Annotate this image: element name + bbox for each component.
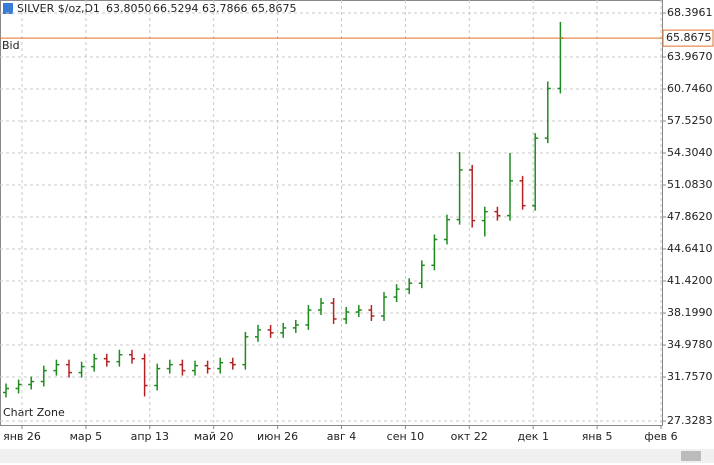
x-tick-label: авг 4 [327,430,357,443]
y-tick-label: 63.9670 [667,50,713,63]
y-tick-label: 54.3040 [667,146,713,159]
bid-value: 65.8675 [666,31,712,44]
x-tick-label: янв 26 [3,430,41,443]
header-open: 63.8050 [106,2,152,15]
plot-frame [0,0,663,426]
x-tick-label: июн 26 [257,430,298,443]
y-tick-label: 34.9780 [667,338,713,351]
x-tick-label: апр 13 [131,430,169,443]
header-low: 63.7866 [202,2,248,15]
header-high: 66.5294 [153,2,199,15]
scrollbar[interactable] [0,449,714,463]
header-close: 65.8675 [251,2,297,15]
x-tick-label: окт 22 [451,430,488,443]
y-tick-label: 38.1990 [667,306,713,319]
symbol-icon[interactable] [3,3,13,14]
x-tick-label: сен 10 [387,430,425,443]
x-tick-label: май 20 [194,430,234,443]
x-tick-label: дек 1 [517,430,549,443]
y-tick-label: 57.5250 [667,114,713,127]
chart-title: SILVER $/oz,D1 [17,2,100,15]
watermark: Chart Zone [3,406,65,419]
x-tick-label: мар 5 [70,430,103,443]
y-tick-label: 51.0830 [667,178,713,191]
y-tick-label: 60.7460 [667,82,713,95]
bid-box [662,29,714,47]
y-tick-label: 41.4200 [667,274,713,287]
y-tick-label: 44.6410 [667,242,713,255]
y-tick-label: 27.3283 [667,414,713,427]
x-tick-label: янв 5 [582,430,613,443]
y-tick-label: 47.8620 [667,210,713,223]
y-tick-label: 31.7570 [667,370,713,383]
scroll-thumb[interactable] [681,451,701,461]
y-tick-label: 68.3961 [667,6,713,19]
bid-label: Bid [2,39,20,52]
x-tick-label: фев 6 [644,430,677,443]
